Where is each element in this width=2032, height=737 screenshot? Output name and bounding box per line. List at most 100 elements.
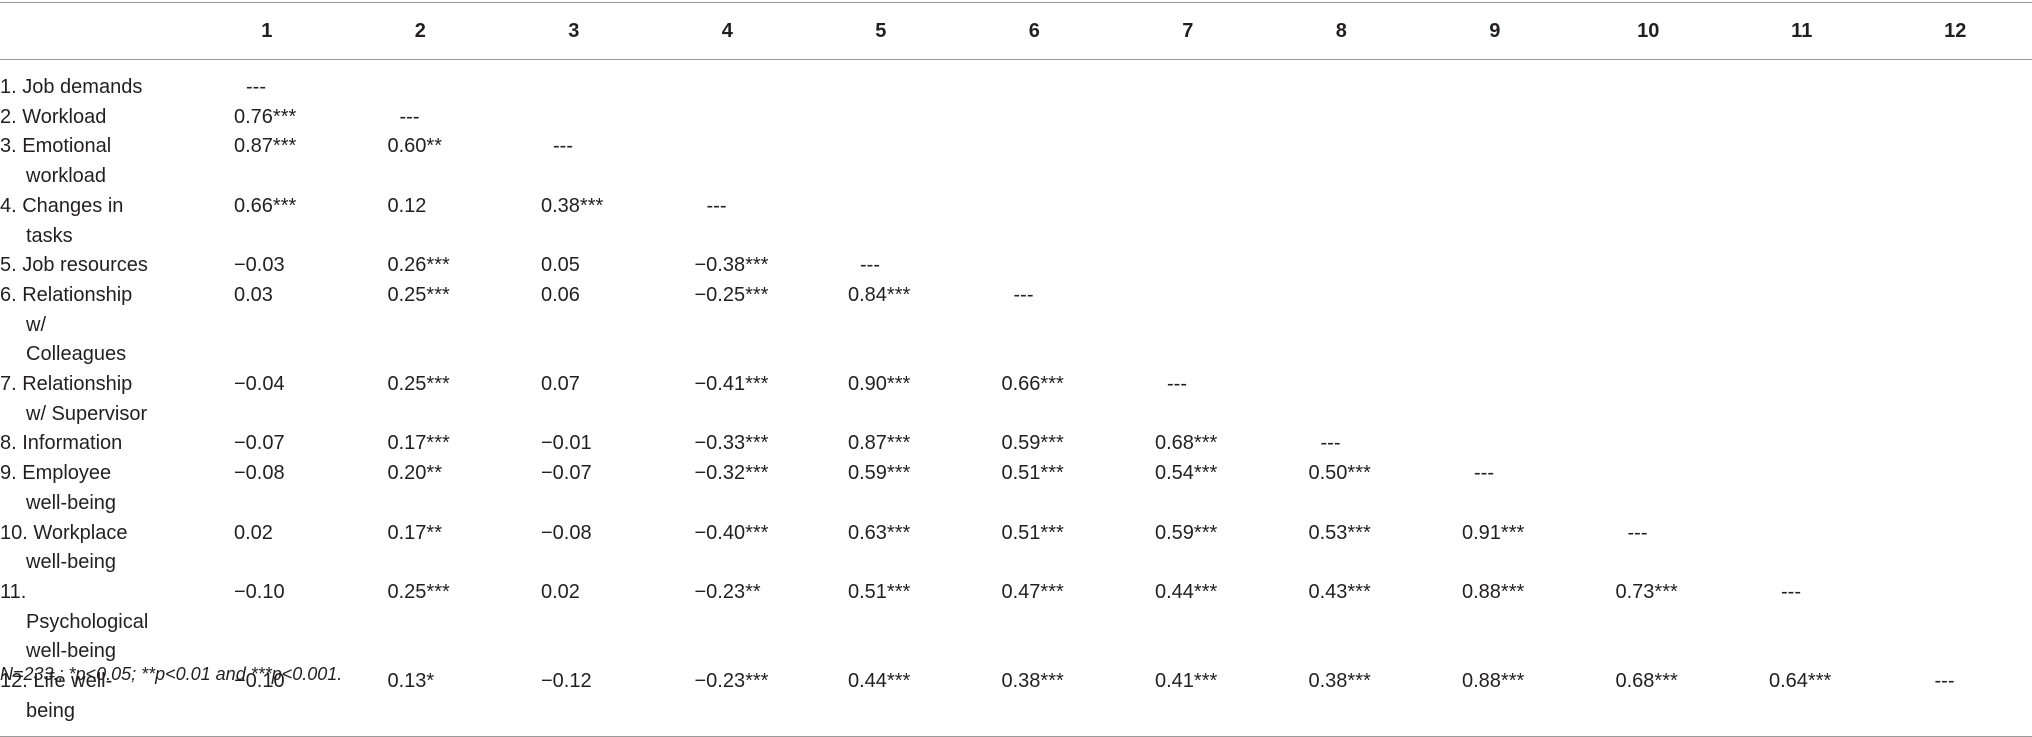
empty-cell [1572, 132, 1726, 191]
correlation-value: −0.32*** [695, 462, 769, 484]
table-cell: 0.17*** [344, 429, 498, 459]
table-cell: 0.51*** [804, 578, 958, 667]
diagonal-mark: --- [1167, 373, 1187, 395]
correlation-value: 0.25*** [388, 581, 450, 603]
correlation-value: −0.23*** [695, 670, 769, 692]
table-cell: 0.47*** [958, 578, 1112, 667]
table-cell: --- [804, 251, 958, 281]
empty-cell [958, 60, 1112, 103]
empty-cell [651, 103, 805, 133]
table-cell: −0.07 [190, 429, 344, 459]
correlation-value: −0.23** [695, 581, 761, 603]
table-cell: 0.68*** [1572, 667, 1726, 737]
correlation-value: −0.10 [234, 581, 285, 603]
empty-cell [1879, 281, 2032, 370]
column-header: 7 [1111, 3, 1265, 60]
diagonal-mark: --- [246, 76, 266, 98]
table-cell: 0.51*** [958, 459, 1112, 518]
empty-cell [1418, 429, 1572, 459]
correlation-value: 0.03 [234, 284, 273, 306]
correlation-value: 0.25*** [388, 284, 450, 306]
empty-cell [1725, 60, 1879, 103]
correlation-value: 0.12 [388, 195, 427, 217]
table-cell: 0.38*** [497, 192, 651, 251]
empty-cell [1879, 60, 2032, 103]
empty-cell [1265, 251, 1419, 281]
correlation-value: 0.51*** [848, 581, 910, 603]
empty-cell [1879, 370, 2032, 429]
row-label: 9. Employee well-being [0, 459, 190, 518]
table-cell: 0.66*** [958, 370, 1112, 429]
correlation-value: −0.07 [541, 462, 592, 484]
correlation-value: 0.73*** [1616, 581, 1678, 603]
empty-cell [1572, 370, 1726, 429]
column-header: 6 [958, 3, 1112, 60]
table-cell: 0.05 [497, 251, 651, 281]
correlation-value: 0.60** [388, 135, 443, 157]
row-label: 2. Workload [0, 103, 190, 133]
table-cell: 0.02 [497, 578, 651, 667]
table-cell: 0.54*** [1111, 459, 1265, 518]
empty-cell [1879, 519, 2032, 578]
empty-cell [1111, 60, 1265, 103]
correlation-value: 0.91*** [1462, 522, 1524, 544]
table-cell: 0.25*** [344, 370, 498, 429]
diagonal-mark: --- [707, 195, 727, 217]
correlation-value: −0.41*** [695, 373, 769, 395]
empty-cell [1111, 251, 1265, 281]
empty-cell [497, 60, 651, 103]
table-cell: --- [958, 281, 1112, 370]
table-cell: 0.41*** [1111, 667, 1265, 737]
empty-cell [1725, 429, 1879, 459]
diagonal-mark: --- [553, 135, 573, 157]
column-header: 9 [1418, 3, 1572, 60]
correlation-value: 0.76*** [234, 106, 296, 128]
table-cell: 0.44*** [1111, 578, 1265, 667]
table-cell: 0.87*** [190, 132, 344, 191]
empty-cell [1265, 370, 1419, 429]
table-cell: --- [1111, 370, 1265, 429]
correlation-value: 0.59*** [1002, 432, 1064, 454]
table-cell: 0.12 [344, 192, 498, 251]
empty-cell [1725, 519, 1879, 578]
row-label: 8. Information [0, 429, 190, 459]
row-label: 4. Changes in tasks [0, 192, 190, 251]
column-header: 2 [344, 3, 498, 60]
table-cell: --- [1879, 667, 2032, 737]
diagonal-mark: --- [1014, 284, 1034, 306]
table-cell: 0.59*** [804, 459, 958, 518]
diagonal-mark: --- [400, 106, 420, 128]
table-cell: −0.12 [497, 667, 651, 737]
correlation-value: 0.51*** [1002, 462, 1064, 484]
table-cell: --- [1265, 429, 1419, 459]
empty-cell [1879, 132, 2032, 191]
table-cell: --- [1572, 519, 1726, 578]
empty-cell [1111, 281, 1265, 370]
correlation-value: −0.38*** [695, 254, 769, 276]
empty-cell [1265, 132, 1419, 191]
empty-cell [1879, 459, 2032, 518]
table-cell: −0.23** [651, 578, 805, 667]
table-cell: −0.10 [190, 578, 344, 667]
correlation-value: 0.17** [388, 522, 443, 544]
empty-cell [1265, 60, 1419, 103]
column-header: 4 [651, 3, 805, 60]
empty-cell [1879, 251, 2032, 281]
table-cell: −0.38*** [651, 251, 805, 281]
table-cell: 0.06 [497, 281, 651, 370]
table-cell: −0.23*** [651, 667, 805, 737]
column-header: 8 [1265, 3, 1419, 60]
empty-cell [1111, 103, 1265, 133]
correlation-value: 0.87*** [234, 135, 296, 157]
empty-cell [1879, 192, 2032, 251]
empty-cell [651, 60, 805, 103]
correlation-value: 0.64*** [1769, 670, 1831, 692]
empty-cell [958, 192, 1112, 251]
table-cell: −0.40*** [651, 519, 805, 578]
